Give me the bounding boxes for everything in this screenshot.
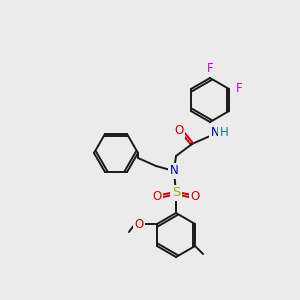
Text: O: O	[152, 190, 162, 202]
Text: N: N	[169, 164, 178, 178]
Text: H: H	[220, 125, 228, 139]
Text: F: F	[207, 61, 213, 74]
Text: O: O	[134, 218, 144, 230]
Text: O: O	[190, 190, 200, 202]
Text: O: O	[174, 124, 184, 136]
Text: N: N	[211, 125, 219, 139]
Text: F: F	[236, 82, 242, 95]
Text: S: S	[172, 187, 180, 200]
